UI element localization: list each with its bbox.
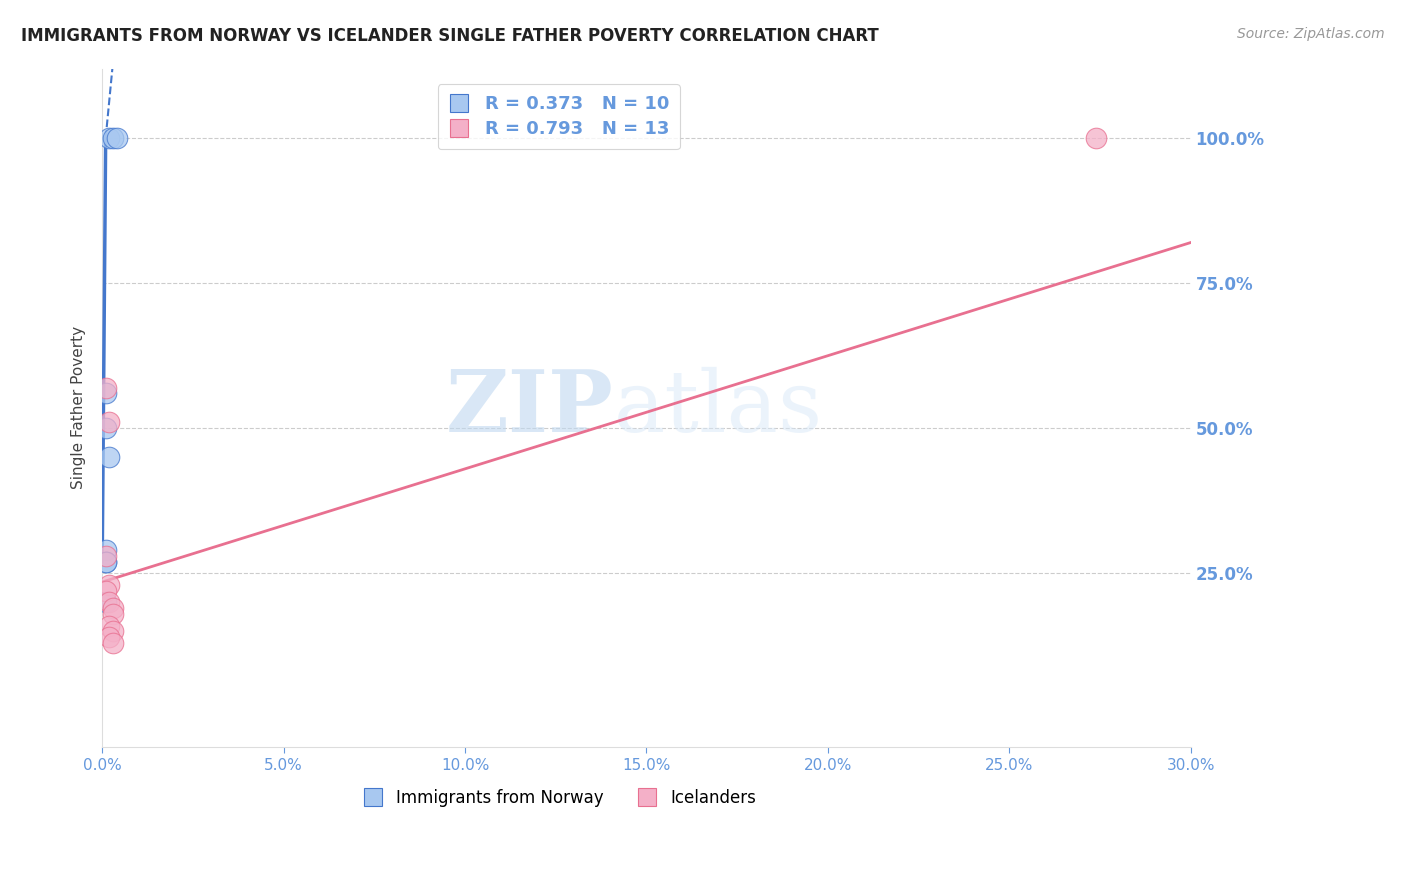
Point: [94, 583, 117, 598]
Point: [94, 421, 117, 435]
Point: [94, 543, 117, 558]
Point: [98, 595, 121, 609]
Y-axis label: Single Father Poverty: Single Father Poverty: [72, 326, 86, 490]
Point: [94, 555, 117, 569]
Point: [101, 624, 124, 639]
Legend: Immigrants from Norway, Icelanders: Immigrants from Norway, Icelanders: [356, 782, 762, 814]
Point: [94, 555, 117, 569]
Point: [101, 607, 124, 621]
Point: [101, 636, 124, 650]
Point: [98, 630, 121, 644]
Text: IMMIGRANTS FROM NORWAY VS ICELANDER SINGLE FATHER POVERTY CORRELATION CHART: IMMIGRANTS FROM NORWAY VS ICELANDER SING…: [21, 27, 879, 45]
Point: [98, 450, 121, 465]
Point: [94, 595, 117, 609]
Text: ZIP: ZIP: [446, 366, 614, 450]
Point: [105, 131, 128, 145]
Point: [101, 601, 124, 615]
Point: [94, 381, 117, 395]
Text: atlas: atlas: [614, 367, 823, 450]
Point: [98, 618, 121, 632]
Point: [94, 386, 117, 401]
Text: Source: ZipAtlas.com: Source: ZipAtlas.com: [1237, 27, 1385, 41]
Point: [1085, 131, 1108, 145]
Point: [94, 549, 117, 563]
Point: [98, 416, 121, 430]
Point: [98, 578, 121, 592]
Point: [98, 131, 121, 145]
Point: [101, 131, 124, 145]
